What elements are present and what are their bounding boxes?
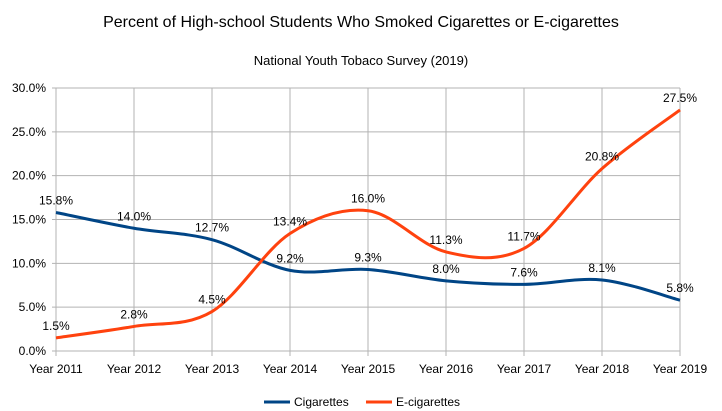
data-label: 12.7%: [195, 221, 229, 235]
data-label: 15.8%: [39, 193, 73, 207]
data-label: 8.0%: [432, 262, 460, 276]
data-label: 2.8%: [120, 307, 148, 321]
y-tick-label: 15.0%: [12, 213, 46, 227]
y-tick-label: 5.0%: [19, 300, 47, 314]
data-label: 11.7%: [507, 229, 540, 243]
y-tick-label: 20.0%: [12, 169, 46, 183]
data-label: 14.0%: [117, 209, 151, 223]
x-tick-label: Year 2013: [185, 362, 240, 376]
y-tick-label: 0.0%: [19, 344, 47, 358]
data-label: 20.8%: [585, 150, 619, 164]
data-label: 7.6%: [510, 265, 538, 279]
data-label: 27.5%: [663, 91, 697, 105]
data-label: 8.1%: [588, 261, 616, 275]
chart-title: Percent of High-school Students Who Smok…: [103, 14, 619, 31]
data-label: 4.5%: [198, 293, 226, 307]
legend-label: Cigarettes: [294, 395, 349, 409]
x-tick-label: Year 2015: [341, 362, 396, 376]
legend-label: E-cigarettes: [396, 395, 460, 409]
x-tick-label: Year 2012: [107, 362, 162, 376]
data-label: 11.3%: [429, 233, 462, 247]
y-tick-label: 25.0%: [12, 125, 46, 139]
y-tick-label: 30.0%: [12, 81, 46, 95]
data-label: 5.8%: [666, 281, 694, 295]
chart-subtitle: National Youth Tobaco Survey (2019): [254, 53, 468, 68]
x-tick-label: Year 2014: [263, 362, 318, 376]
x-tick-label: Year 2018: [575, 362, 630, 376]
x-tick-label: Year 2016: [419, 362, 474, 376]
data-label: 9.2%: [276, 251, 304, 265]
data-label: 16.0%: [351, 192, 385, 206]
data-label: 1.5%: [42, 319, 70, 333]
data-label: 9.3%: [354, 250, 382, 264]
x-tick-label: Year 2019: [653, 362, 708, 376]
x-tick-label: Year 2011: [29, 362, 83, 376]
data-label: 13.4%: [273, 215, 307, 229]
y-tick-label: 10.0%: [12, 256, 46, 270]
x-tick-label: Year 2017: [497, 362, 552, 376]
